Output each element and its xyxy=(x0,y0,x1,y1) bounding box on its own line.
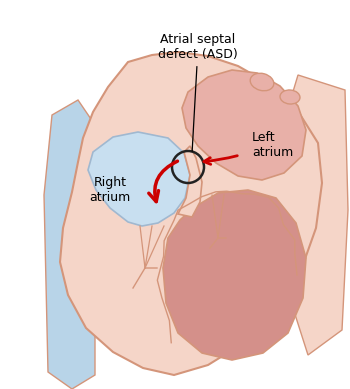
Polygon shape xyxy=(163,190,306,360)
Text: Right
atrium: Right atrium xyxy=(89,176,131,204)
Text: Atrial septal
defect (ASD): Atrial septal defect (ASD) xyxy=(158,33,238,151)
Polygon shape xyxy=(178,146,202,217)
Polygon shape xyxy=(88,132,190,226)
Ellipse shape xyxy=(280,90,300,104)
Polygon shape xyxy=(182,70,306,180)
Ellipse shape xyxy=(250,73,274,91)
Text: Left
atrium: Left atrium xyxy=(252,131,293,159)
Polygon shape xyxy=(60,52,322,375)
Polygon shape xyxy=(292,75,348,355)
Polygon shape xyxy=(44,100,95,389)
